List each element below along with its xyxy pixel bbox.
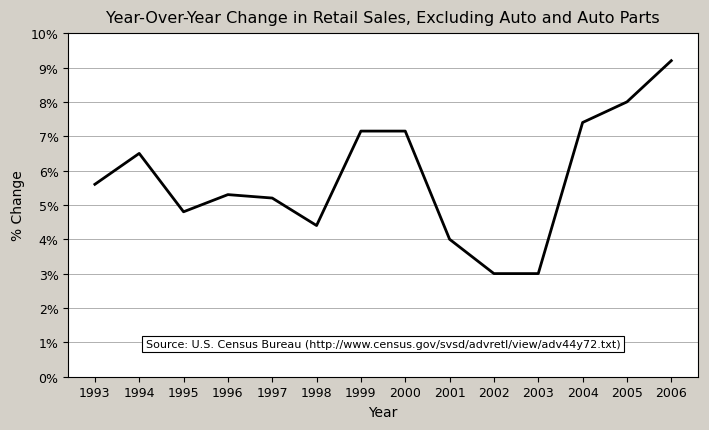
Title: Year-Over-Year Change in Retail Sales, Excluding Auto and Auto Parts: Year-Over-Year Change in Retail Sales, E… bbox=[106, 11, 660, 26]
Y-axis label: % Change: % Change bbox=[11, 170, 25, 241]
Text: Source: U.S. Census Bureau (http://www.census.gov/svsd/advretl/view/adv44y72.txt: Source: U.S. Census Bureau (http://www.c… bbox=[146, 339, 620, 349]
X-axis label: Year: Year bbox=[369, 405, 398, 419]
